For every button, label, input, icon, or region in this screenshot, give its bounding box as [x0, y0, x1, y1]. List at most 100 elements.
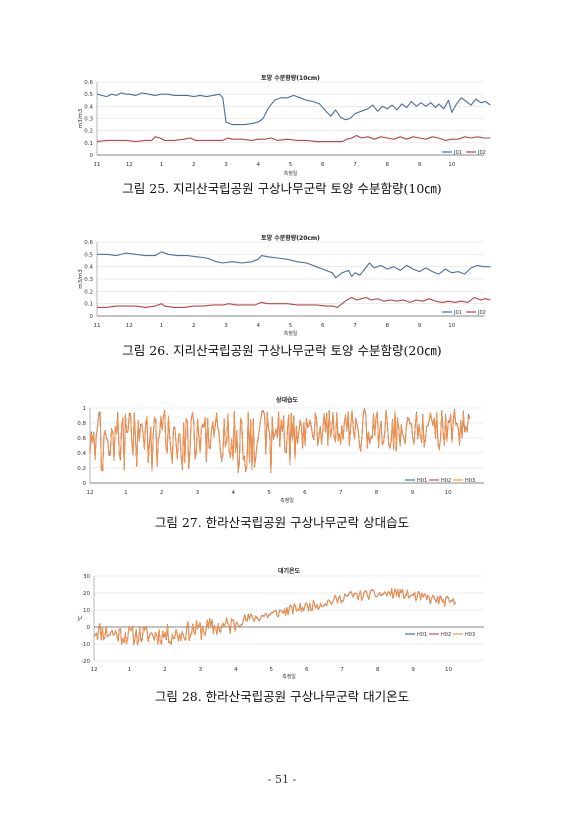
figure-27-caption: 그림 27. 한라산국립공원 구상나무군락 상대습도 [154, 515, 410, 530]
legend-label: H02 [441, 478, 451, 484]
x-tick-label: 7 [340, 667, 344, 673]
y-axis-label: ℃ [77, 615, 84, 621]
x-tick-label: 10 [445, 490, 452, 496]
series-line-j02 [97, 296, 491, 308]
figure-28-caption: 그림 28. 한라산국립공원 구상나무군락 대기온도 [154, 689, 410, 704]
chart-title: 대기온도 [278, 567, 301, 575]
chart-title: 상대습도 [276, 396, 299, 404]
y-tick-label: 0.3 [84, 117, 93, 123]
y-tick-label: 0 [90, 153, 94, 159]
y-tick-label: 0.2 [84, 289, 93, 295]
x-tick-label: 5 [289, 162, 293, 168]
x-tick-label: 1 [160, 323, 164, 329]
x-tick-label: 9 [418, 162, 422, 168]
x-tick-label: 2 [192, 162, 196, 168]
series-line-j01 [97, 251, 491, 279]
y-tick-label: 0.1 [84, 302, 93, 308]
legend-label: H01 [417, 632, 427, 638]
y-tick-label: 0.6 [84, 80, 93, 86]
y-tick-label: 0 [87, 625, 91, 631]
y-tick-label: 0.4 [84, 104, 93, 110]
x-tick-label: 4 [257, 323, 261, 329]
x-tick-label: 12 [87, 490, 94, 496]
x-tick-label: 1 [160, 162, 164, 168]
x-tick-label: 2 [163, 667, 167, 673]
x-tick-label: 7 [353, 323, 357, 329]
y-tick-label: 0.4 [77, 451, 86, 457]
y-tick-label: 20 [83, 591, 90, 597]
series-line-j02 [96, 134, 491, 143]
legend-label: H02 [441, 632, 451, 638]
y-tick-label: 0.5 [84, 252, 93, 258]
page-number: - 51 - [267, 773, 297, 786]
x-axis-label: 측정일 [280, 497, 294, 504]
series-line-h03 [93, 588, 457, 646]
x-tick-label: 6 [303, 490, 307, 496]
x-tick-label: 1 [124, 490, 128, 496]
x-axis-label: 측정일 [284, 170, 298, 177]
legend-label: J02 [477, 150, 486, 156]
legend-label: J01 [453, 150, 462, 156]
x-tick-label: 6 [321, 162, 325, 168]
y-tick-label: 0 [83, 481, 87, 487]
legend-label: H01 [417, 478, 427, 484]
x-tick-label: 5 [270, 667, 274, 673]
figure-26-caption: 그림 26. 지리산국립공원 구상나무군락 토양 수분함량(20㎝) [122, 343, 442, 358]
x-tick-label: 12 [126, 162, 133, 168]
x-tick-label: 4 [232, 490, 236, 496]
x-tick-label: 2 [160, 490, 164, 496]
y-tick-label: 0 [90, 314, 94, 320]
legend-label: J02 [477, 310, 486, 316]
x-tick-label: 8 [375, 490, 379, 496]
y-tick-label: 1 [83, 406, 87, 412]
y-tick-label: -20 [81, 659, 90, 665]
y-tick-label: 30 [83, 574, 90, 580]
y-tick-label: 0.5 [84, 92, 93, 98]
x-tick-label: 4 [234, 667, 238, 673]
y-tick-label: 0.2 [77, 466, 86, 472]
series-line-j01 [96, 92, 491, 126]
series-line-h02 [93, 588, 457, 646]
y-tick-label: 0.6 [84, 240, 93, 246]
x-tick-label: 9 [411, 667, 415, 673]
legend-label: H03 [465, 632, 475, 638]
x-tick-label: 3 [196, 490, 200, 496]
x-tick-label: 3 [224, 323, 228, 329]
x-tick-label: 11 [94, 162, 101, 168]
x-tick-label: 12 [126, 323, 133, 329]
x-tick-label: 3 [199, 667, 203, 673]
x-tick-label: 6 [305, 667, 309, 673]
x-tick-label: 10 [445, 667, 452, 673]
x-tick-label: 10 [448, 323, 455, 329]
figure-25-caption: 그림 25. 지리산국립공원 구상나무군락 토양 수분함량(10㎝) [122, 181, 442, 196]
soil-moisture-20cm-chart: 토양 수분함량(20cm)00.10.20.30.40.50.611 12 1 2 3 4… [78, 234, 491, 337]
series-line-h03 [89, 409, 471, 472]
x-tick-label: 10 [448, 162, 455, 168]
chart-title: 토양 수분함량(10cm) [261, 74, 320, 82]
x-tick-label: 1 [128, 667, 132, 673]
y-tick-label: 0.8 [77, 421, 86, 427]
x-tick-label: 9 [418, 323, 422, 329]
x-axis-label: 측정일 [284, 330, 298, 337]
y-tick-label: 0.6 [77, 436, 86, 442]
y-tick-label: 10 [83, 608, 90, 614]
x-tick-label: 2 [192, 323, 196, 329]
x-tick-label: 12 [91, 667, 98, 673]
chart-title: 토양 수분함량(20cm) [261, 234, 320, 242]
soil-moisture-10cm-chart: 토양 수분함량(10cm)00.10.20.30.40.50.611 12 1 2 3 4… [78, 74, 491, 177]
series-line-h01 [93, 588, 456, 646]
x-tick-label: 8 [376, 667, 380, 673]
legend-label: J01 [453, 310, 462, 316]
x-tick-label: 8 [386, 323, 390, 329]
y-tick-label: 0.3 [84, 277, 93, 283]
x-tick-label: 11 [94, 323, 101, 329]
x-tick-label: 9 [411, 490, 415, 496]
x-tick-label: 5 [289, 323, 293, 329]
y-axis-label: m3/m3 [78, 108, 84, 128]
x-tick-label: 4 [257, 162, 261, 168]
y-tick-label: 0.4 [84, 265, 93, 271]
x-tick-label: 3 [224, 162, 228, 168]
y-tick-label: -10 [81, 642, 90, 648]
legend-label: H03 [465, 478, 475, 484]
